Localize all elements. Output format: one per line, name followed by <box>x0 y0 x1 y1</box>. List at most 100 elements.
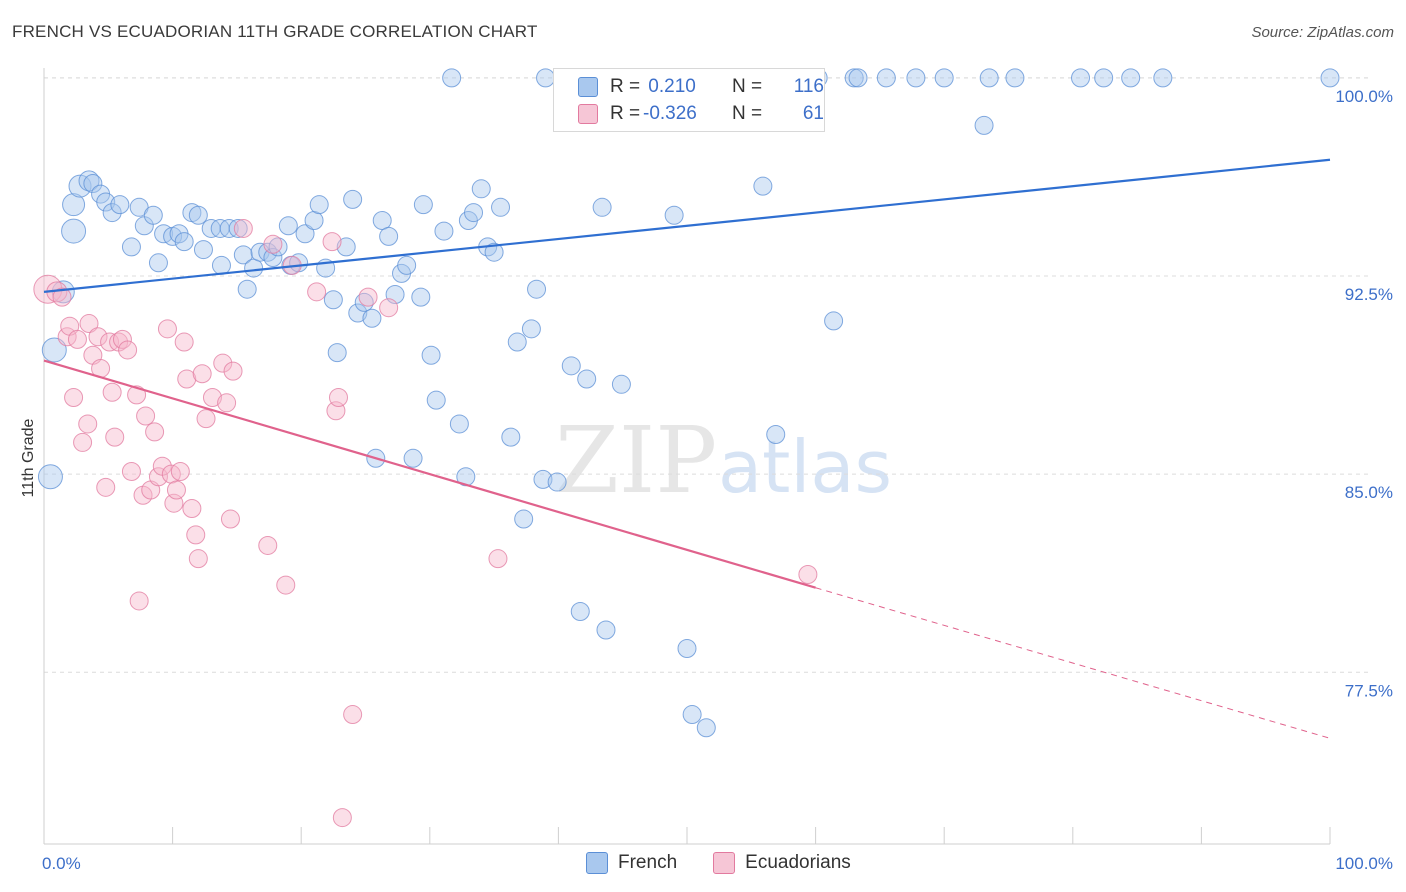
french-point <box>62 193 86 217</box>
trend-lines <box>43 158 1331 739</box>
french-point <box>143 205 163 225</box>
ecuadorian-point <box>170 461 190 481</box>
ecuadorian-point <box>88 327 108 347</box>
french-point <box>527 279 547 299</box>
french-point <box>611 374 631 394</box>
french-point <box>570 602 590 622</box>
ecuadorian-point <box>202 388 222 408</box>
french-swatch <box>578 77 598 97</box>
ecuadorian-point <box>328 388 348 408</box>
ecuadorian-point <box>174 332 194 352</box>
french-point <box>413 195 433 215</box>
x-tick-label: 0.0% <box>42 854 81 873</box>
french-point <box>372 211 392 231</box>
ecuadorian-point <box>145 422 165 442</box>
ecuadorian-point <box>798 565 818 585</box>
french-point <box>188 205 208 225</box>
french-point <box>295 224 315 244</box>
french-point <box>561 356 581 376</box>
french-point <box>848 68 868 88</box>
ecuadorian-point <box>182 498 202 518</box>
ecuadorian-point <box>136 406 156 426</box>
french-point <box>514 509 534 529</box>
watermark: ZIP atlas <box>555 407 892 514</box>
ecuadorian-trend-line <box>43 359 816 589</box>
ecuadorian-point <box>73 432 93 452</box>
french-point <box>1005 68 1025 88</box>
french-point <box>664 205 684 225</box>
gridlines <box>44 77 1370 673</box>
ecuadorian-point <box>121 461 141 481</box>
french-point <box>343 189 363 209</box>
ecuadorian-point <box>263 234 283 254</box>
french-point <box>37 464 63 490</box>
french-point <box>362 308 382 328</box>
french-point <box>233 245 253 265</box>
french-point <box>521 319 541 339</box>
french-point <box>533 469 553 489</box>
ecuadorian-point <box>322 232 342 252</box>
ecuadorian-point <box>105 427 125 447</box>
french-point <box>1153 68 1173 88</box>
french-point <box>547 472 567 492</box>
ecuadorian-point <box>177 369 197 389</box>
french-point <box>379 226 399 246</box>
french-point <box>491 197 511 217</box>
n-label: N = <box>732 76 763 97</box>
r-value: -0.326 <box>643 103 697 124</box>
french-point <box>41 337 67 363</box>
ecuadorian-point <box>78 414 98 434</box>
ecuadorian-point <box>102 382 122 402</box>
french-point <box>682 705 702 725</box>
french-point <box>193 240 213 260</box>
legend-item-french[interactable]: French <box>586 852 677 874</box>
ecuadorian-point <box>166 480 186 500</box>
r-label: R = <box>610 103 641 124</box>
ecuadorian-point <box>223 361 243 381</box>
axes <box>43 68 1331 845</box>
n-value: 61 <box>802 103 824 124</box>
french-point <box>934 68 954 88</box>
ecuadorian-point <box>233 218 253 238</box>
watermark-atlas: atlas <box>718 425 892 509</box>
french-point <box>110 195 130 215</box>
ecuadorian-point <box>67 329 87 349</box>
french-point <box>83 174 103 194</box>
french-point <box>434 221 454 241</box>
french-point <box>464 203 484 223</box>
legend-item-ecuadorians[interactable]: Ecuadorians <box>713 852 851 874</box>
ecuadorian-point <box>196 409 216 429</box>
french-point <box>753 176 773 196</box>
french-point <box>979 68 999 88</box>
french-swatch <box>586 852 608 874</box>
ecuadorian-point <box>157 319 177 339</box>
french-point <box>237 279 257 299</box>
ecuadorian-point <box>79 314 99 334</box>
n-value: 116 <box>793 76 824 97</box>
french-point <box>577 369 597 389</box>
n-label: N = <box>732 103 763 124</box>
ecuadorian-point <box>220 509 240 529</box>
french-point <box>484 242 504 262</box>
ecuadorians-swatch <box>713 852 736 874</box>
ecuadorians-swatch <box>578 104 598 124</box>
ecuadorian-point <box>96 477 116 497</box>
french-point <box>1320 68 1340 88</box>
y-tick-label: 100.0% <box>1335 87 1393 106</box>
ecuadorian-point <box>307 282 327 302</box>
ecuadorian-point <box>112 329 132 349</box>
french-point <box>974 115 994 135</box>
y-tick-label: 85.0% <box>1345 483 1393 502</box>
r-label: R = <box>610 76 641 97</box>
y-axis-label: 11th Grade <box>20 418 37 497</box>
french-point <box>348 303 368 323</box>
french-point <box>449 414 469 434</box>
ecuadorian-point <box>258 535 278 555</box>
french-point <box>536 68 556 88</box>
french-point <box>596 620 616 640</box>
legend-label: French <box>618 852 678 873</box>
french-point <box>327 343 347 363</box>
french-point <box>278 216 298 236</box>
ecuadorian-point <box>118 340 138 360</box>
